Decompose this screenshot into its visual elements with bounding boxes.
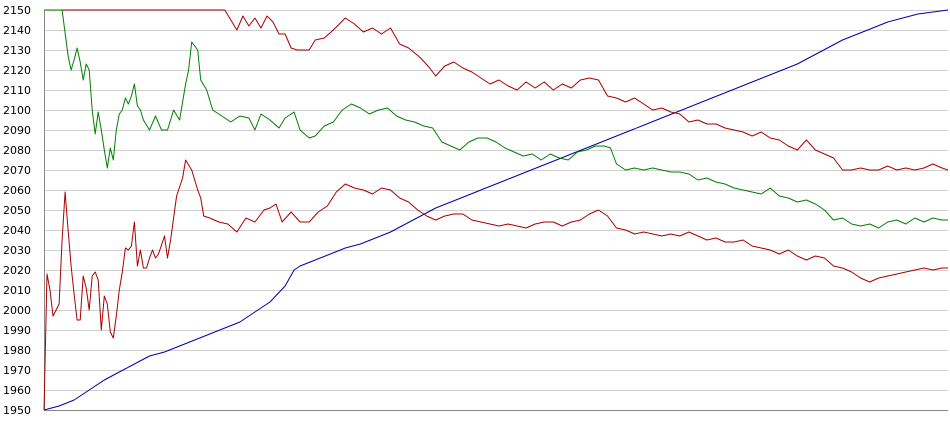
y-tick-label: 2000 [3,304,31,317]
y-tick-label: 2020 [3,264,31,277]
y-tick-label: 2010 [3,284,31,297]
y-tick-label: 1970 [3,364,31,377]
y-tick-label: 1980 [3,344,31,357]
y-tick-label: 1960 [3,384,31,397]
y-tick-label: 2150 [3,4,31,17]
y-tick-label: 1990 [3,324,31,337]
y-tick-labels: 1950 1960 1970 1980 1990 2000 2010 2020 2030 2040… [3,4,31,417]
series-line-4 [43,159,948,411]
y-tick-label: 2080 [3,144,31,157]
y-tick-label: 2030 [3,244,31,257]
series-lines [43,9,949,411]
series-line-2 [44,9,949,171]
y-tick-label: 2050 [3,204,31,217]
y-tick-label: 2110 [3,84,31,97]
series-line-1 [43,9,949,411]
y-tick-label: 2120 [3,64,31,77]
y-tick-label: 2060 [3,184,31,197]
gridlines [44,10,948,411]
y-tick-label: 2140 [3,24,31,37]
y-tick-label: 2040 [3,224,31,237]
y-tick-label: 2130 [3,44,31,57]
y-tick-label: 2070 [3,164,31,177]
y-tick-label: 2090 [3,124,31,137]
series-line-3 [44,9,948,229]
y-tick-label: 2100 [3,104,31,117]
y-tick-label: 1950 [3,404,31,417]
